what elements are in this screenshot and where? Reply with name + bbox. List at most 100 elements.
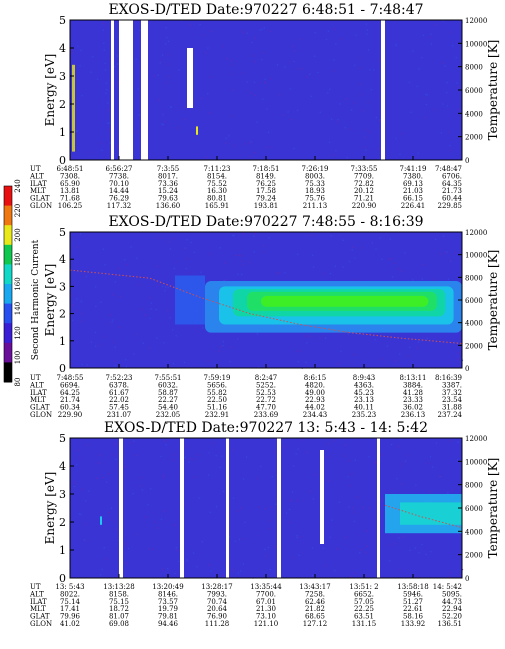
noise-pixel (183, 361, 186, 364)
noise-pixel (378, 59, 380, 61)
noise-pixel (242, 72, 244, 75)
noise-pixel (210, 253, 212, 255)
y2-tick-label: 8000 (465, 64, 483, 72)
noise-pixel (446, 105, 449, 107)
noise-pixel (108, 322, 110, 324)
noise-pixel (371, 242, 374, 244)
noise-pixel (161, 54, 164, 56)
noise-pixel (275, 503, 277, 505)
noise-pixel (215, 506, 218, 508)
orbit-row-label: GLAT (30, 404, 50, 412)
chart-title: EXOS-D/TED Date:970227 13: 5:43 - 14: 5:… (104, 420, 428, 436)
noise-pixel (232, 89, 235, 91)
noise-pixel (278, 93, 280, 96)
noise-pixel (86, 444, 88, 446)
noise-pixel (108, 473, 111, 475)
noise-pixel (240, 255, 242, 257)
colorbar-segment (4, 342, 12, 363)
noise-pixel (394, 360, 397, 362)
noise-pixel (231, 115, 233, 117)
noise-pixel (114, 365, 116, 367)
noise-pixel (118, 267, 120, 269)
y2-tick-label: 10000 (465, 40, 487, 48)
noise-pixel (364, 146, 366, 149)
noise-pixel (425, 116, 427, 118)
noise-pixel (360, 549, 362, 551)
noise-pixel (222, 574, 224, 576)
noise-pixel (353, 353, 355, 356)
noise-pixel (189, 458, 191, 460)
orbit-table-cell: 7:52:23 (106, 374, 133, 382)
orbit-table-cell: 7738. (109, 172, 129, 180)
noise-pixel (165, 444, 167, 446)
noise-pixel (270, 30, 272, 33)
orbit-table-cell: 8022. (60, 590, 80, 598)
y-tick-label: 1 (59, 335, 66, 348)
noise-pixel (210, 570, 212, 572)
y2-tick-label: 12000 (465, 435, 487, 443)
noise-pixel (330, 272, 332, 275)
noise-pixel (271, 146, 273, 148)
noise-pixel (156, 237, 158, 239)
noise-pixel (266, 108, 268, 110)
colorbar-tick-label: 80 (14, 378, 22, 387)
noise-pixel (141, 489, 143, 491)
noise-pixel (212, 442, 214, 444)
noise-pixel (245, 456, 248, 458)
noise-pixel (175, 335, 177, 337)
orbit-table-cell: 14.44 (109, 187, 130, 195)
noise-pixel (446, 81, 448, 84)
y2-tick-label: 10000 (465, 458, 487, 466)
noise-pixel (297, 253, 299, 255)
noise-pixel (324, 564, 326, 567)
data-gap (277, 438, 281, 578)
noise-pixel (103, 546, 105, 549)
noise-pixel (290, 61, 292, 63)
noise-pixel (319, 336, 321, 339)
noise-pixel (238, 538, 241, 540)
noise-pixel (79, 65, 81, 67)
noise-pixel (317, 71, 319, 74)
noise-pixel (181, 20, 183, 22)
noise-pixel (208, 452, 210, 454)
noise-pixel (351, 507, 354, 509)
orbit-table-cell: 55.82 (207, 389, 227, 397)
noise-pixel (418, 68, 420, 70)
noise-pixel (207, 474, 210, 476)
noise-pixel (253, 251, 255, 253)
noise-pixel (448, 576, 450, 578)
noise-pixel (299, 38, 301, 40)
noise-pixel (457, 441, 459, 443)
orbit-table-cell: 7:55:51 (155, 374, 182, 382)
orbit-table-cell: 18.93 (305, 187, 325, 195)
noise-pixel (365, 149, 367, 151)
noise-pixel (207, 93, 209, 95)
y-tick-label: 5 (59, 432, 66, 445)
orbit-table-cell: 73.10 (256, 613, 276, 621)
noise-pixel (168, 241, 171, 243)
orbit-table-cell: 22.72 (256, 396, 276, 404)
noise-pixel (404, 252, 406, 254)
noise-pixel (112, 341, 114, 343)
noise-pixel (432, 279, 434, 281)
noise-pixel (297, 109, 299, 112)
y-tick-label: 5 (59, 226, 66, 239)
noise-pixel (246, 81, 248, 83)
orbit-table-cell: 64.35 (442, 180, 462, 188)
orbit-table-cell: 6:48:51 (57, 165, 84, 173)
noise-pixel (354, 64, 356, 66)
noise-pixel (130, 246, 132, 248)
noise-pixel (164, 121, 166, 123)
noise-pixel (157, 74, 159, 76)
noise-pixel (209, 76, 211, 78)
data-gap (377, 438, 380, 578)
noise-pixel (368, 49, 370, 51)
noise-pixel (330, 235, 332, 237)
noise-pixel (398, 445, 400, 447)
orbit-table-cell: 73.57 (158, 598, 178, 606)
noise-pixel (301, 439, 303, 441)
noise-pixel (369, 507, 371, 509)
y-tick-label: 4 (59, 460, 66, 473)
noise-pixel (118, 326, 120, 329)
noise-pixel (242, 30, 244, 32)
